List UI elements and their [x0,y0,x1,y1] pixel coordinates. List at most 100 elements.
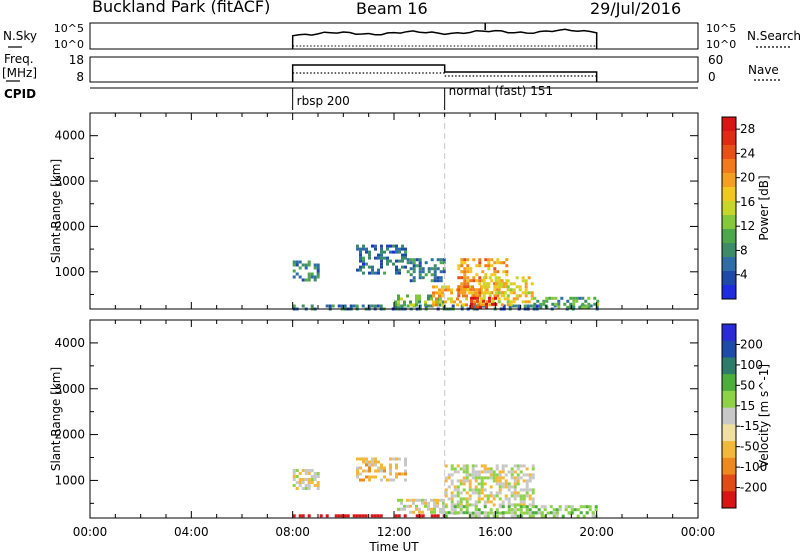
data-cell [301,487,305,490]
data-cell [400,501,403,505]
data-cell [310,478,314,481]
data-cell [489,508,493,512]
data-cell [513,464,517,468]
colorbar-segment [722,145,736,160]
data-cell [460,288,464,292]
data-cell [482,282,486,286]
data-cell [466,258,470,262]
data-cell [444,300,447,304]
data-cell [512,291,516,295]
data-cell [418,264,422,268]
data-cell [427,304,431,308]
data-cell [450,511,454,515]
data-cell [401,244,404,248]
data-cell [525,485,529,489]
colorbar-tick-label: 4 [740,268,748,282]
data-cell [374,271,377,275]
data-cell [463,279,467,283]
data-cell [383,475,386,479]
data-cell [545,305,549,309]
data-cell [400,297,403,301]
data-cell [383,250,386,254]
data-cell [365,247,368,251]
data-cell [512,300,516,304]
data-cell [400,304,404,308]
data-cell [472,294,476,298]
data-cell [362,271,365,275]
data-cell [483,494,487,498]
data-cell [395,244,398,248]
data-cell [528,488,532,492]
data-cell [398,247,401,251]
data-cell [593,296,597,300]
data-cell [436,514,440,518]
data-cell [433,501,436,505]
data-cell [519,464,523,468]
data-cell [528,511,532,515]
data-cell [474,505,478,509]
data-cell [310,275,314,279]
data-cell [593,302,597,306]
data-cell [453,470,457,474]
freq-label: Freq. [4,52,34,66]
data-cell [453,488,457,492]
data-cell [430,498,433,502]
data-cell [371,475,374,479]
data-cell [304,469,308,472]
data-cell [418,297,421,301]
data-cell [412,498,415,502]
data-cell [380,262,383,266]
data-cell [403,504,406,508]
data-cell [456,479,460,483]
data-cell [457,291,461,295]
data-cell [301,469,305,472]
data-cell [532,304,536,308]
data-cell [517,304,521,308]
data-cell [519,503,523,507]
data-cell [380,247,383,251]
data-cell [359,256,362,260]
data-cell [421,498,424,502]
data-cell [477,473,481,477]
data-cell [371,457,374,461]
data-cell [492,473,496,477]
data-cell [504,485,508,489]
data-cell [596,302,600,306]
data-cell [460,276,464,280]
data-cell [561,514,565,518]
data-cell [310,272,314,276]
data-cell [462,488,466,492]
data-cell [292,304,296,308]
data-cell [498,476,502,480]
colorbar-segment [722,173,736,188]
data-cell [362,256,365,260]
nsky-right-tick: 10^5 [706,22,736,35]
data-cell [328,304,332,308]
data-cell [444,464,448,468]
data-cell [522,503,526,507]
data-cell [463,258,467,262]
data-cell [489,494,493,498]
data-cell [415,297,418,301]
data-cell [465,497,469,501]
data-cell [447,297,450,301]
data-cell [500,279,504,283]
data-cell [389,250,392,254]
data-cell [395,250,398,254]
data-cell [492,479,496,483]
data-cell [415,507,418,511]
data-cell [523,304,527,308]
data-cell [444,476,448,480]
data-cell [356,472,359,476]
data-cell [409,267,413,271]
freq-left-tick: 8 [76,70,84,84]
nsky-label: N.Sky [3,29,38,43]
data-cell [570,511,574,515]
data-cell [482,303,486,307]
data-cell [356,475,359,479]
data-cell [365,475,368,479]
data-cell [482,294,486,298]
data-cell [581,305,585,309]
data-cell [472,304,476,308]
data-cell [395,475,398,479]
